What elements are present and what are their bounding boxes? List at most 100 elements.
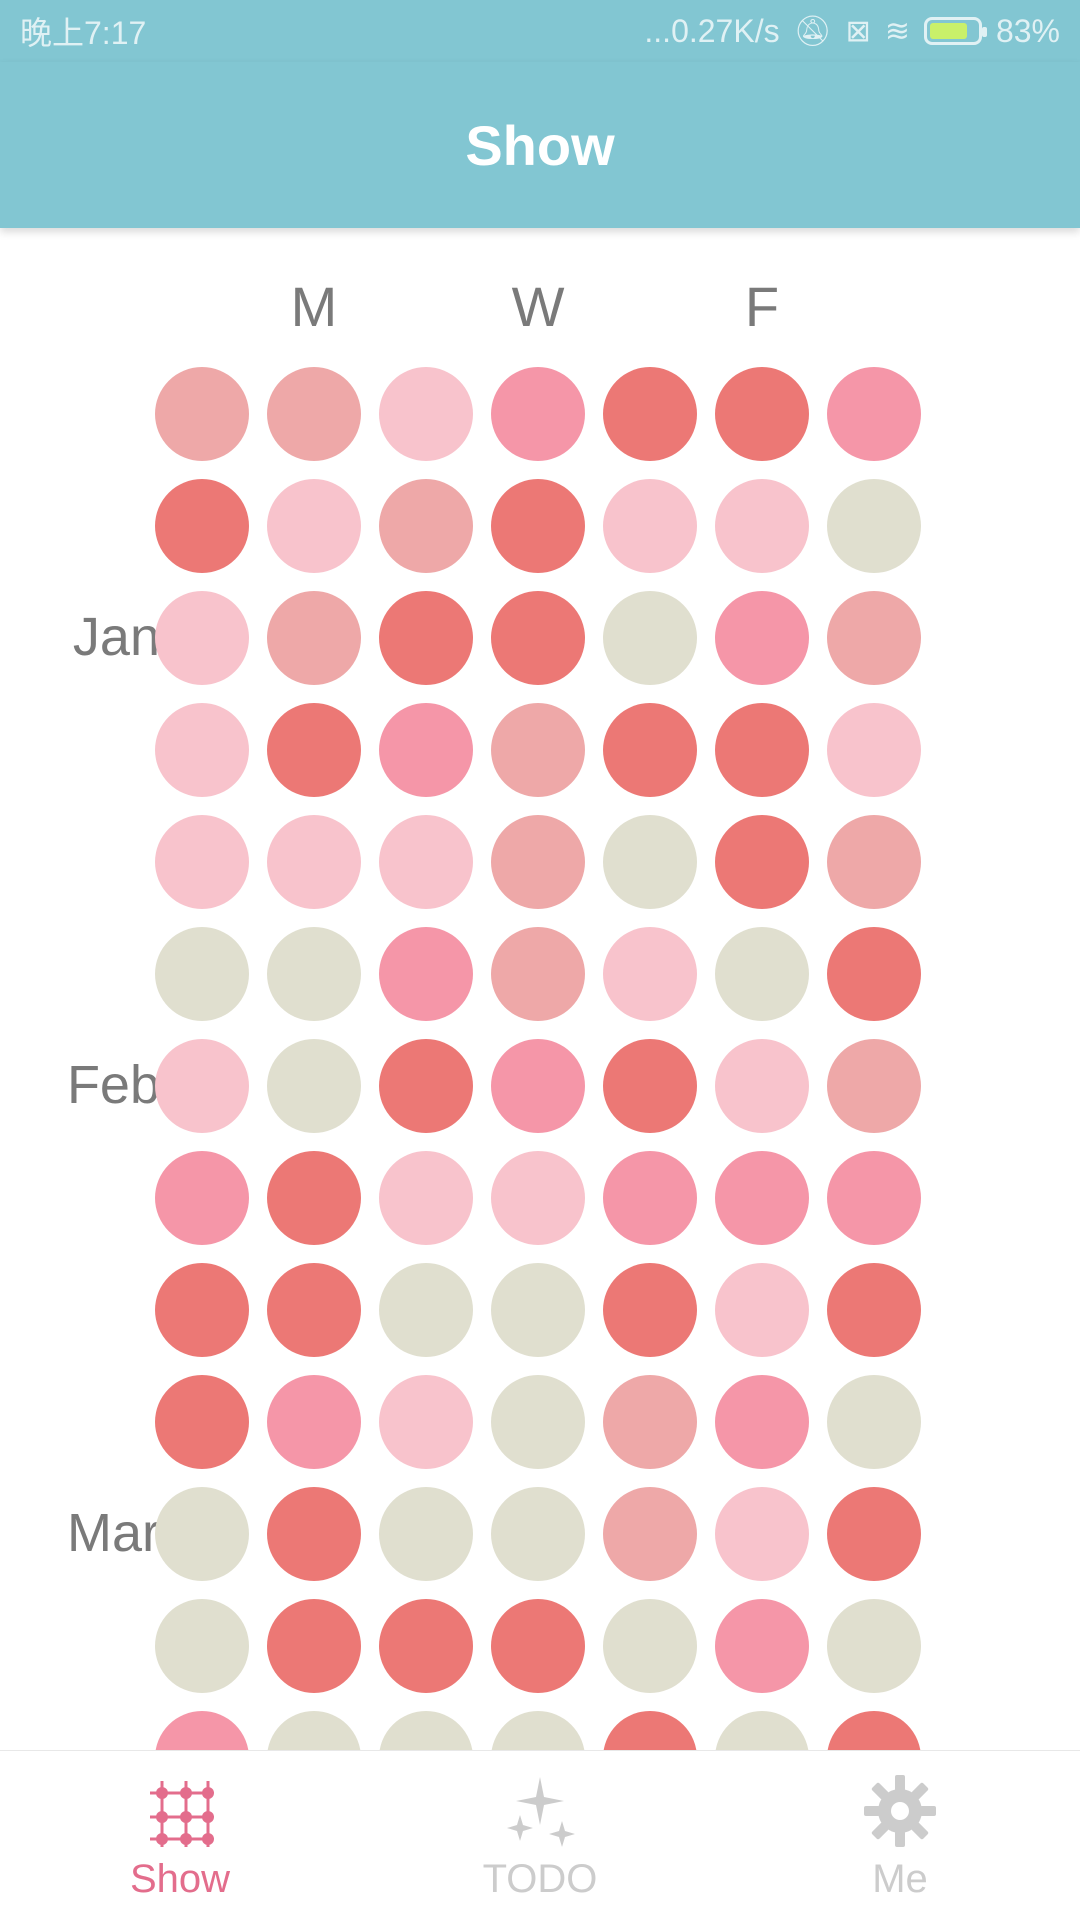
day-dot[interactable] xyxy=(603,367,697,461)
day-dot[interactable] xyxy=(491,1711,585,1750)
day-dot[interactable] xyxy=(827,703,921,797)
nav-todo[interactable]: TODO xyxy=(410,1769,670,1902)
day-dot[interactable] xyxy=(379,1151,473,1245)
day-dot[interactable] xyxy=(155,703,249,797)
grid-network-icon xyxy=(138,1769,222,1853)
day-dot[interactable] xyxy=(155,591,249,685)
day-dot[interactable] xyxy=(379,1711,473,1750)
day-dot[interactable] xyxy=(603,1039,697,1133)
day-dot[interactable] xyxy=(155,1151,249,1245)
day-dot[interactable] xyxy=(491,1375,585,1469)
day-dot[interactable] xyxy=(155,927,249,1021)
day-dot[interactable] xyxy=(603,479,697,573)
day-dot[interactable] xyxy=(603,927,697,1021)
month-label-jan: Jan xyxy=(72,607,160,667)
day-dot[interactable] xyxy=(827,367,921,461)
day-dot[interactable] xyxy=(715,1711,809,1750)
day-dot[interactable] xyxy=(827,591,921,685)
day-dot[interactable] xyxy=(491,479,585,573)
day-dot[interactable] xyxy=(267,815,361,909)
day-dot[interactable] xyxy=(827,1375,921,1469)
day-dot[interactable] xyxy=(267,1039,361,1133)
day-dot[interactable] xyxy=(155,1599,249,1693)
day-dot[interactable] xyxy=(603,1599,697,1693)
day-dot[interactable] xyxy=(267,1151,361,1245)
day-dot[interactable] xyxy=(379,927,473,1021)
day-dot[interactable] xyxy=(267,703,361,797)
day-dot[interactable] xyxy=(491,367,585,461)
day-dot[interactable] xyxy=(155,1487,249,1581)
mood-dot-grid[interactable]: M W F Jan Feb Mar xyxy=(0,228,1080,1750)
day-dot[interactable] xyxy=(715,1039,809,1133)
day-dot[interactable] xyxy=(827,1263,921,1357)
day-dot[interactable] xyxy=(715,815,809,909)
day-dot[interactable] xyxy=(267,1375,361,1469)
day-dot[interactable] xyxy=(379,815,473,909)
day-dot[interactable] xyxy=(715,1487,809,1581)
day-dot[interactable] xyxy=(155,367,249,461)
day-dot[interactable] xyxy=(155,479,249,573)
day-dot[interactable] xyxy=(379,1375,473,1469)
day-dot[interactable] xyxy=(379,1263,473,1357)
day-dot[interactable] xyxy=(603,1151,697,1245)
day-dot[interactable] xyxy=(267,1487,361,1581)
day-dot[interactable] xyxy=(491,1151,585,1245)
day-dot[interactable] xyxy=(715,591,809,685)
day-dot[interactable] xyxy=(379,1599,473,1693)
day-dot[interactable] xyxy=(491,1263,585,1357)
day-dot[interactable] xyxy=(603,591,697,685)
day-dot[interactable] xyxy=(603,1487,697,1581)
day-dot[interactable] xyxy=(379,703,473,797)
day-dot[interactable] xyxy=(491,591,585,685)
day-dot[interactable] xyxy=(155,815,249,909)
nav-show[interactable]: Show xyxy=(50,1769,310,1902)
day-dot[interactable] xyxy=(491,703,585,797)
day-dot[interactable] xyxy=(827,1151,921,1245)
day-dot[interactable] xyxy=(267,367,361,461)
day-dot[interactable] xyxy=(715,1151,809,1245)
day-dot[interactable] xyxy=(715,703,809,797)
day-dot[interactable] xyxy=(827,1711,921,1750)
nav-me[interactable]: Me xyxy=(770,1769,1030,1902)
month-label-feb: Feb xyxy=(66,1055,160,1115)
day-dot[interactable] xyxy=(603,703,697,797)
day-dot[interactable] xyxy=(603,1711,697,1750)
day-dot[interactable] xyxy=(155,1263,249,1357)
network-speed: ...0.27K/s xyxy=(644,12,780,49)
day-dot[interactable] xyxy=(827,1039,921,1133)
day-dot[interactable] xyxy=(379,479,473,573)
day-dot[interactable] xyxy=(267,927,361,1021)
day-dot[interactable] xyxy=(379,1039,473,1133)
day-dot[interactable] xyxy=(715,367,809,461)
day-dot[interactable] xyxy=(155,1375,249,1469)
day-dot[interactable] xyxy=(379,367,473,461)
day-dot[interactable] xyxy=(827,927,921,1021)
day-dot[interactable] xyxy=(267,1599,361,1693)
day-dot[interactable] xyxy=(491,815,585,909)
day-dot[interactable] xyxy=(603,1263,697,1357)
day-dot[interactable] xyxy=(827,1599,921,1693)
day-dot[interactable] xyxy=(715,1375,809,1469)
day-dot[interactable] xyxy=(491,1039,585,1133)
day-dot[interactable] xyxy=(379,591,473,685)
day-dot[interactable] xyxy=(267,1263,361,1357)
day-dot[interactable] xyxy=(267,1711,361,1750)
day-dot[interactable] xyxy=(827,479,921,573)
day-dot[interactable] xyxy=(603,1375,697,1469)
day-dot[interactable] xyxy=(715,1263,809,1357)
day-dot[interactable] xyxy=(155,1039,249,1133)
day-dot[interactable] xyxy=(491,927,585,1021)
day-dot[interactable] xyxy=(715,479,809,573)
day-dot[interactable] xyxy=(827,1487,921,1581)
day-dot[interactable] xyxy=(267,479,361,573)
day-dot[interactable] xyxy=(827,815,921,909)
sparkle-icon xyxy=(498,1769,582,1853)
day-dot[interactable] xyxy=(491,1599,585,1693)
day-dot[interactable] xyxy=(715,927,809,1021)
day-dot[interactable] xyxy=(379,1487,473,1581)
day-dot[interactable] xyxy=(267,591,361,685)
day-dot[interactable] xyxy=(603,815,697,909)
day-dot[interactable] xyxy=(491,1487,585,1581)
day-dot[interactable] xyxy=(715,1599,809,1693)
day-dot[interactable] xyxy=(155,1711,249,1750)
